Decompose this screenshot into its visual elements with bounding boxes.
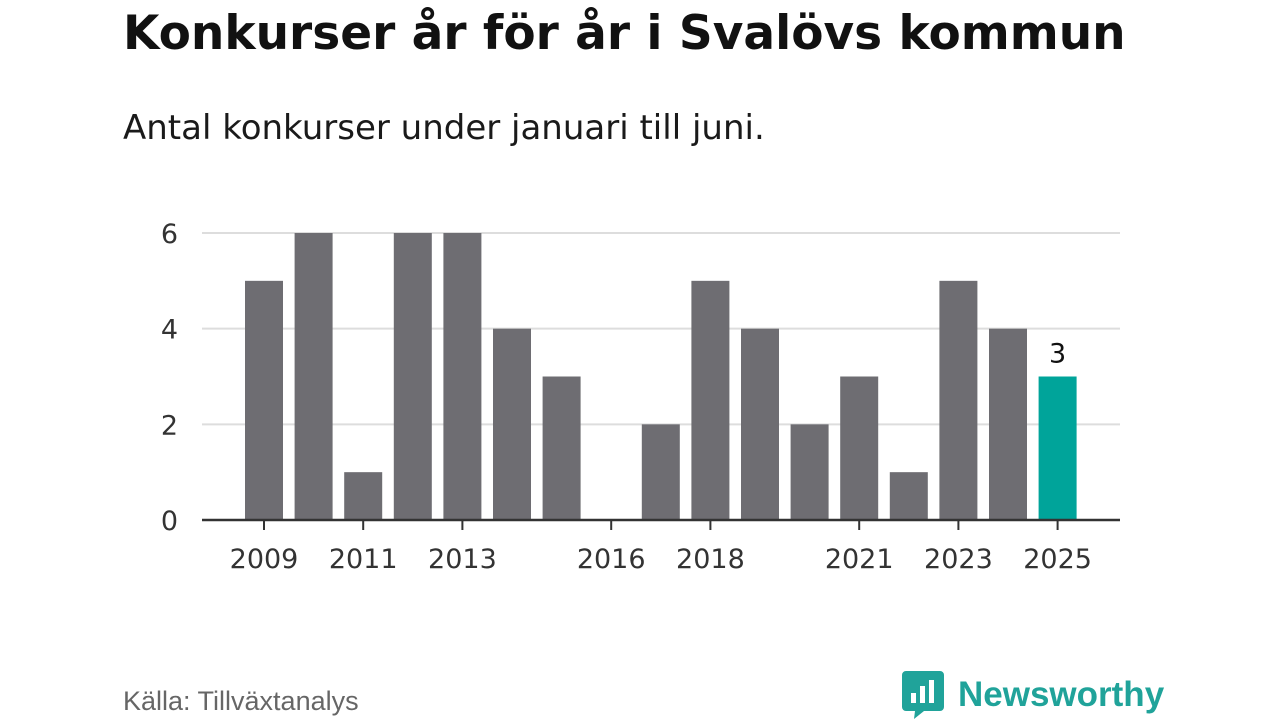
bar-2024: [989, 328, 1027, 520]
data-label: 3: [1049, 339, 1066, 370]
bar-2023: [939, 280, 978, 520]
x-tick-label: 2016: [577, 544, 646, 575]
bar-2017: [641, 424, 680, 520]
bar-2014: [493, 328, 531, 520]
x-tick-label: 2018: [676, 544, 745, 575]
y-tick-label: 6: [161, 219, 178, 250]
bar-2012: [393, 233, 432, 520]
chart-title: Konkurser år för år i Svalövs kommun: [123, 6, 1126, 61]
bar-2020: [790, 424, 829, 520]
bar-2013: [443, 233, 482, 520]
y-tick-label: 0: [161, 506, 178, 537]
bar-2010: [294, 233, 333, 520]
x-tick-label: 2013: [428, 544, 497, 575]
source-note: Källa: Tillväxtanalys: [123, 686, 359, 716]
x-tick-label: 2011: [329, 544, 398, 575]
bar-2011: [344, 472, 383, 520]
bar-2015: [542, 376, 581, 520]
y-tick-label: 4: [161, 315, 178, 346]
brand-name: Newsworthy: [958, 675, 1165, 714]
chart-subtitle: Antal konkurser under januari till juni.: [123, 108, 765, 148]
x-tick-label: 2023: [924, 544, 993, 575]
bar-2019: [741, 328, 779, 520]
bar-2021: [840, 376, 879, 520]
bar-2022: [889, 472, 928, 520]
newsworthy-logo-icon: [902, 671, 944, 719]
y-tick-label: 2: [161, 410, 178, 441]
brand-logo: Newsworthy: [902, 671, 1164, 719]
x-tick-label: 2025: [1023, 544, 1092, 575]
bar-2025: [1038, 376, 1077, 520]
x-tick-label: 2009: [230, 544, 299, 575]
bar-2018: [691, 280, 730, 520]
x-tick-label: 2021: [825, 544, 894, 575]
bar-2009: [245, 280, 283, 520]
